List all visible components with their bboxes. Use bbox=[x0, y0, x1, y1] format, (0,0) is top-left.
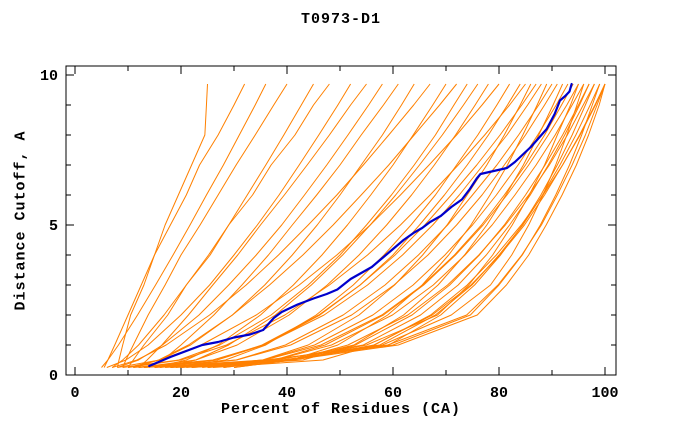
model-line bbox=[111, 83, 431, 368]
plot-frame bbox=[65, 65, 617, 376]
x-axis-label: Percent of Residues (CA) bbox=[220, 401, 462, 418]
highlighted-model-line bbox=[148, 82, 573, 368]
model-line bbox=[143, 83, 574, 368]
model-line bbox=[122, 83, 468, 368]
model-line bbox=[138, 83, 489, 368]
chart-title: T0973-D1 bbox=[300, 11, 381, 28]
model-line bbox=[191, 83, 590, 368]
model-line bbox=[106, 83, 352, 368]
model-line bbox=[191, 83, 548, 368]
model-line bbox=[180, 83, 532, 368]
model-line bbox=[138, 83, 367, 368]
model-line bbox=[159, 83, 553, 368]
model-line bbox=[101, 83, 267, 368]
model-line bbox=[117, 83, 383, 368]
x-tick-label: 60 bbox=[384, 385, 402, 402]
model-line bbox=[202, 83, 606, 368]
y-tick-label: 5 bbox=[49, 218, 58, 235]
model-line bbox=[212, 83, 606, 368]
model-line bbox=[175, 83, 595, 368]
x-tick-label: 0 bbox=[70, 385, 79, 402]
model-line bbox=[148, 83, 399, 368]
model-line bbox=[122, 83, 288, 368]
model-line bbox=[180, 83, 579, 368]
model-line bbox=[127, 83, 330, 368]
y-tick-label: 0 bbox=[49, 368, 58, 385]
model-line bbox=[133, 83, 457, 368]
model-line bbox=[170, 83, 569, 368]
model-line bbox=[165, 83, 590, 368]
x-tick-label: 20 bbox=[172, 385, 190, 402]
model-line bbox=[116, 83, 246, 368]
model-line bbox=[103, 83, 208, 368]
model-line bbox=[159, 83, 479, 368]
model-line bbox=[154, 83, 585, 368]
model-line bbox=[127, 83, 526, 368]
model-line bbox=[138, 83, 558, 368]
model-line bbox=[223, 83, 579, 368]
model-line bbox=[111, 83, 314, 368]
x-tick-label: 40 bbox=[278, 385, 296, 402]
x-tick-label: 100 bbox=[591, 385, 618, 402]
model-line bbox=[127, 83, 415, 368]
model-line bbox=[133, 83, 542, 368]
model-line bbox=[154, 83, 537, 368]
y-tick-label: 10 bbox=[40, 68, 58, 85]
model-line bbox=[170, 83, 511, 368]
x-tick-label: 80 bbox=[490, 385, 508, 402]
model-line bbox=[233, 83, 606, 368]
